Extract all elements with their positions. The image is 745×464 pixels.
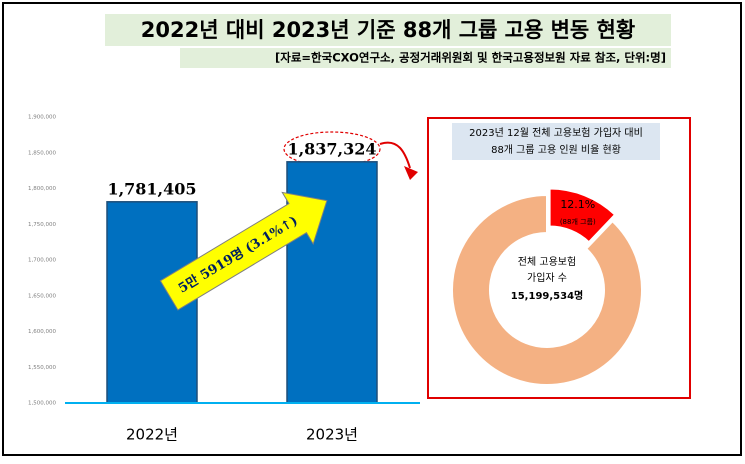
y-tick-label: 1,700,000 xyxy=(28,258,56,264)
y-tick-label: 1,900,000 xyxy=(28,115,56,121)
y-tick-label: 1,750,000 xyxy=(28,222,56,228)
value-label: 1,837,324 xyxy=(287,139,376,158)
center-value: 15,199,534명 xyxy=(511,289,583,302)
slice-label: 12.1% xyxy=(560,198,595,211)
x-tick-label: 2022년 xyxy=(126,426,178,444)
value-label: 1,781,405 xyxy=(107,179,196,198)
connector-arrow xyxy=(379,141,411,169)
pie-slice xyxy=(451,193,643,386)
subtitle-band xyxy=(180,48,671,68)
connector-arrow-head xyxy=(404,166,418,180)
title: 2022년 대비 2023년 기준 88개 그룹 고용 변동 현황 xyxy=(141,18,635,42)
pie-title-band xyxy=(452,123,660,160)
y-tick-label: 1,850,000 xyxy=(28,150,56,156)
y-tick-label: 1,600,000 xyxy=(28,329,56,335)
pie-slice xyxy=(548,187,617,244)
y-tick-label: 1,650,000 xyxy=(28,293,56,299)
pie-title: 2023년 12월 전체 고용보험 가입자 대비 xyxy=(469,126,643,139)
x-tick-label: 2023년 xyxy=(306,426,358,444)
y-tick-label: 1,500,000 xyxy=(28,401,56,407)
title-band xyxy=(105,14,671,46)
center-label: 전체 고용보험 xyxy=(518,256,576,268)
y-tick-label: 1,550,000 xyxy=(28,365,56,371)
pie-title: 88개 그룹 고용 인원 비율 현황 xyxy=(491,144,621,156)
highlight-ellipse xyxy=(283,131,381,167)
subtitle: [자료=한국CXO연구소, 공정거래위원회 및 한국고용정보원 자료 참조, 단… xyxy=(275,51,666,65)
y-tick-label: 1,800,000 xyxy=(28,186,56,192)
arrow-shape xyxy=(159,191,328,311)
pie-frame xyxy=(427,117,691,399)
center-label: 가입자 수 xyxy=(527,271,567,284)
slice-note: (88개 그룹) xyxy=(560,217,596,226)
